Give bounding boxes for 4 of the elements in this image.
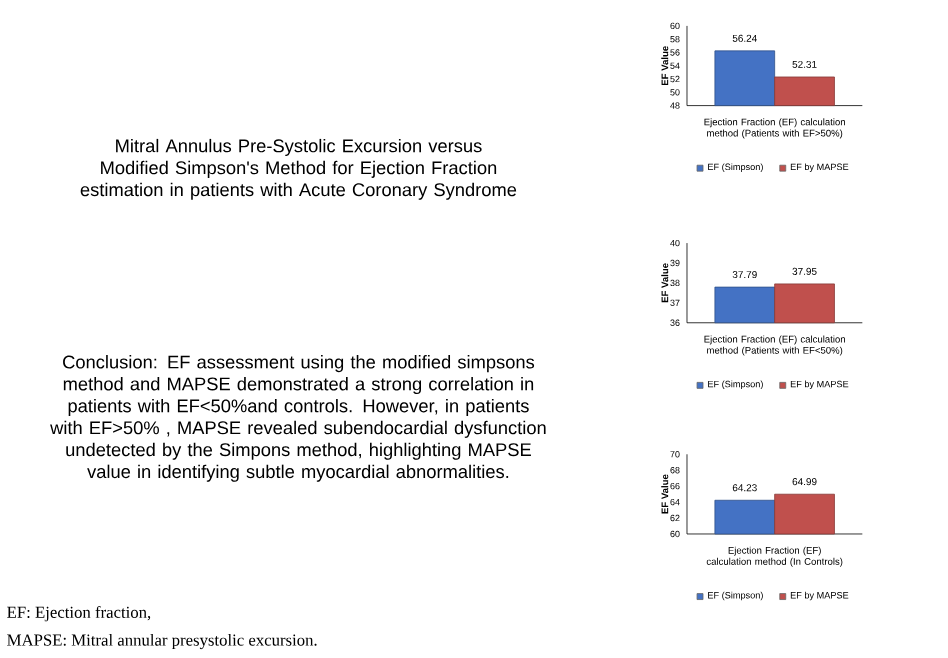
text: Conclusion: EF assessment using the modified simpsons method and MAPSE demonstrated a strong correlation in patients with EF<50%and controls. However, in patients with EF>50% , MAPSE revealed subendocardial dysfunction undetected by the Simpons method, highlighting MAPSE value in identifying subtle myocardial abnormalities. xyxy=(50,355,546,482)
text: Mitral Annulus Pre-Systolic Excursion versus Modified Simpson's Method for Ejection Fraction estimation in patients with Acute Coronary Syndrome xyxy=(80,139,517,201)
text: EF: Ejection fraction, xyxy=(7,606,151,622)
text: MAPSE: Mitral annular presystolic excursion. xyxy=(7,634,317,650)
